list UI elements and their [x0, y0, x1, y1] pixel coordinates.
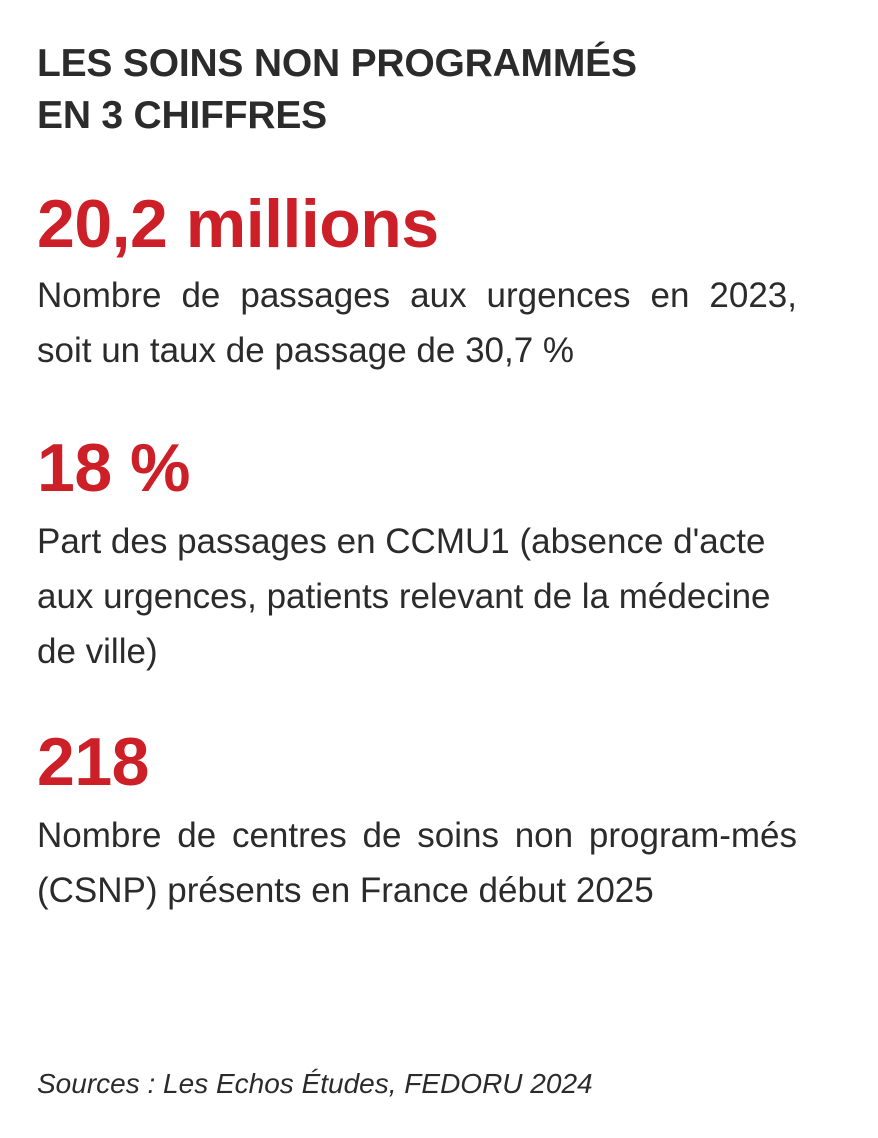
- stat-description: Nombre de passages aux urgences en 2023,…: [37, 276, 797, 370]
- page-title: LES SOINS NON PROGRAMMÉS EN 3 CHIFFRES: [37, 38, 797, 142]
- stat-block-ccmu1: 18 % Part des passages en CCMU1 (absence…: [37, 430, 797, 679]
- sources-note: Sources : Les Echos Études, FEDORU 2024: [37, 1068, 593, 1099]
- stat-description: Nombre de centres de soins non program-m…: [37, 816, 797, 910]
- stat-value: 218: [37, 724, 149, 800]
- title-line-1: LES SOINS NON PROGRAMMÉS: [37, 42, 637, 85]
- stat-value: 20,2 millions: [37, 186, 439, 262]
- stat-block-passages: 20,2 millions Nombre de passages aux urg…: [37, 186, 797, 378]
- stat-value: 18 %: [37, 430, 191, 506]
- stat-block-csnp: 218 Nombre de centres de soins non progr…: [37, 724, 797, 918]
- title-line-2: EN 3 CHIFFRES: [37, 94, 327, 137]
- infographic: LES SOINS NON PROGRAMMÉS EN 3 CHIFFRES 2…: [37, 38, 797, 910]
- stat-description: Part des passages en CCMU1 (absence d'ac…: [37, 522, 771, 671]
